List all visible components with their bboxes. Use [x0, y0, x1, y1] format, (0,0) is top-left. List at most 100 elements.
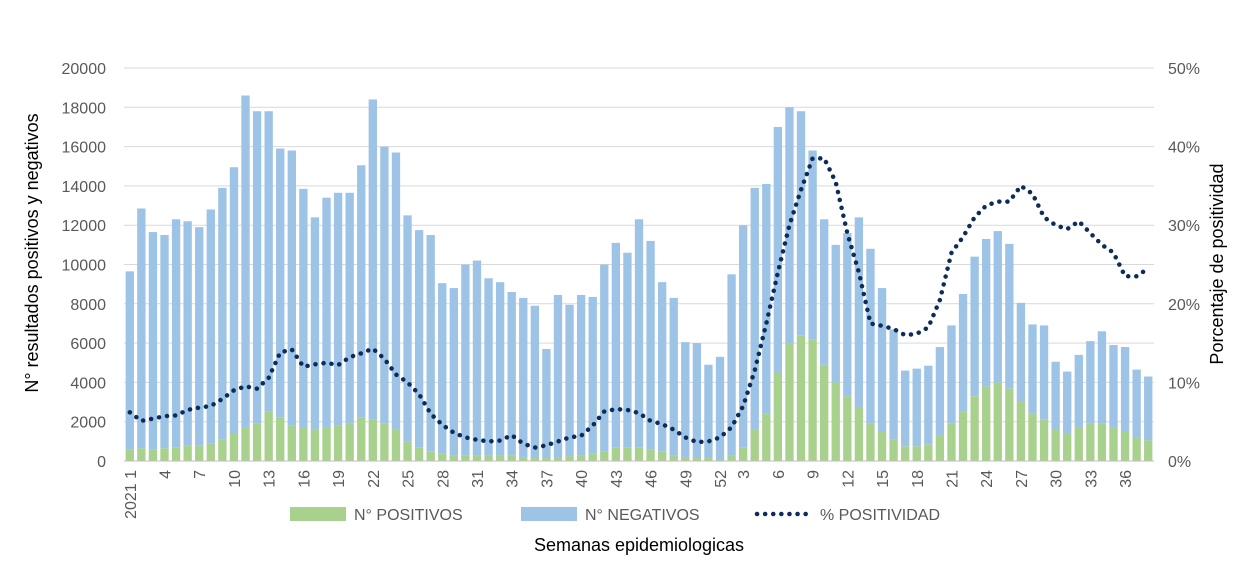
- bar-negativos: [519, 297, 528, 458]
- bar-positivos: [495, 455, 505, 461]
- bar-positivos: [866, 423, 875, 461]
- x-tick-label: 34: [505, 470, 522, 488]
- bar-positivos: [1144, 440, 1153, 461]
- bar-negativos: [461, 264, 470, 456]
- bar-negativos: [414, 230, 424, 448]
- bar-negativos: [600, 264, 609, 452]
- bar-negativos: [1144, 376, 1153, 441]
- bar-negativos: [808, 150, 817, 340]
- bar-negativos: [495, 282, 505, 456]
- bar-positivos: [901, 446, 910, 461]
- bar-negativos: [449, 288, 458, 456]
- bar-negativos: [368, 99, 377, 420]
- bar-negativos: [1063, 371, 1072, 434]
- bar-positivos: [634, 447, 644, 461]
- bar-positivos: [125, 449, 134, 461]
- bar-positivos: [530, 458, 540, 461]
- bar-negativos: [947, 325, 956, 424]
- bar-negativos: [137, 208, 146, 449]
- bar-positivos: [1074, 427, 1083, 461]
- bar-negativos: [171, 219, 181, 448]
- bar-positivos: [206, 443, 215, 461]
- bar-positivos: [357, 417, 366, 461]
- x-tick-label: 4: [158, 470, 175, 479]
- bar-positivos: [1109, 427, 1118, 461]
- bar-positivos: [472, 455, 482, 461]
- y2-tick-label: 30%: [1168, 218, 1200, 235]
- x-tick-label: 12: [840, 470, 857, 488]
- bar-positivos: [646, 449, 655, 461]
- bar-positivos: [252, 423, 262, 461]
- bar-positivos: [276, 417, 285, 461]
- bar-positivos: [600, 451, 609, 461]
- bar-positivos: [681, 457, 690, 461]
- y-tick-label: 0: [97, 454, 106, 471]
- bar-negativos: [565, 304, 574, 457]
- bar-positivos: [843, 396, 852, 461]
- bar-positivos: [461, 455, 470, 461]
- x-tick-label: 31: [470, 470, 487, 488]
- bar-positivos: [715, 459, 725, 461]
- bar-positivos: [970, 396, 979, 461]
- bar-negativos: [762, 183, 771, 414]
- bar-negativos: [380, 146, 389, 424]
- x-tick-label: 30: [1049, 470, 1066, 488]
- bar-negativos: [588, 296, 597, 454]
- bar-positivos: [345, 423, 354, 461]
- bar-negativos: [1016, 302, 1026, 403]
- bar-positivos: [241, 427, 250, 461]
- bar-positivos: [160, 448, 169, 461]
- bar-positivos: [1016, 402, 1026, 461]
- legend-swatch-negativos: [521, 507, 577, 521]
- y-tick-label: 12000: [62, 218, 107, 235]
- bar-positivos: [808, 339, 817, 461]
- legend-label-positivos: N° POSITIVOS: [354, 507, 463, 524]
- bar-negativos: [796, 111, 806, 336]
- bar-positivos: [785, 343, 794, 461]
- bar-negativos: [750, 187, 759, 430]
- x-tick-label: 40: [574, 470, 591, 488]
- bar-negativos: [160, 235, 169, 449]
- bar-positivos: [542, 458, 551, 461]
- bar-positivos: [958, 411, 968, 461]
- bar-negativos: [970, 256, 979, 397]
- x-tick-label: 25: [401, 470, 418, 488]
- bar-positivos: [623, 447, 632, 461]
- x-axis-title: Semanas epidemiologicas: [534, 535, 744, 555]
- bar-negativos: [877, 288, 887, 432]
- bar-negativos: [1039, 325, 1049, 420]
- bar-positivos: [1132, 437, 1141, 461]
- bar-negativos: [924, 365, 933, 445]
- bar-negativos: [472, 260, 482, 456]
- bar-negativos: [530, 305, 540, 459]
- bar-positivos: [484, 455, 493, 461]
- bar-negativos: [958, 293, 968, 412]
- x-tick-label: 24: [979, 470, 996, 488]
- bar-positivos: [576, 455, 586, 461]
- bar-positivos: [137, 448, 146, 461]
- x-tick-label: 33: [1083, 470, 1100, 488]
- y2-tick-label: 0%: [1168, 454, 1191, 471]
- bar-negativos: [484, 278, 493, 456]
- bar-negativos: [310, 217, 320, 430]
- bar-negativos: [576, 294, 586, 456]
- bar-negativos: [785, 107, 794, 344]
- bar-negativos: [727, 274, 736, 456]
- y2-tick-label: 10%: [1168, 375, 1200, 392]
- bar-negativos: [623, 252, 632, 448]
- bar-positivos: [229, 433, 239, 461]
- bar-positivos: [553, 457, 563, 461]
- bar-negativos: [912, 368, 921, 447]
- x-tick-label: 22: [366, 470, 383, 488]
- bar-negativos: [276, 148, 285, 418]
- bar-positivos: [333, 425, 343, 461]
- bar-negativos: [866, 248, 875, 424]
- bar-positivos: [287, 425, 296, 461]
- y-tick-label: 2000: [70, 415, 106, 432]
- bar-negativos: [820, 219, 829, 365]
- bar-positivos: [889, 439, 898, 461]
- x-tick-label: 46: [644, 470, 661, 488]
- bars-group: [125, 95, 1153, 461]
- x-tick-label: 16: [296, 470, 313, 488]
